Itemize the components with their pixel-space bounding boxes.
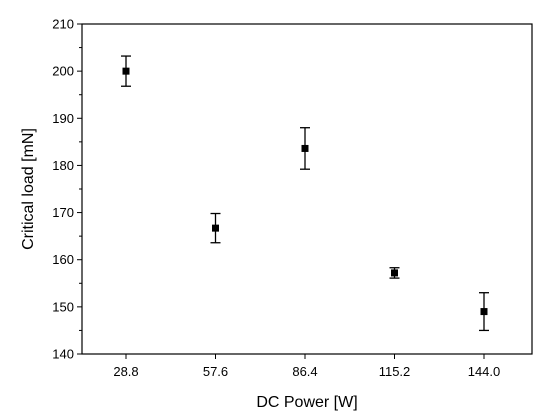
y-tick-label: 190 [52,111,74,126]
data-point [301,144,309,152]
data-point [122,67,130,75]
data-series [121,55,489,332]
data-point [480,308,488,316]
x-tick-label: 28.8 [113,364,138,379]
y-axis-ticks: 140 150 160 170 180 190 200 210 [52,17,82,362]
x-tick-label: 144.0 [468,364,501,379]
x-tick-label: 57.6 [203,364,228,379]
x-axis-title: DC Power [W] [256,394,357,411]
x-axis-ticks: 28.8 57.6 86.4 115.2 144.0 [113,354,500,379]
y-tick-label: 160 [52,252,74,267]
y-tick-label: 180 [52,158,74,173]
y-tick-label: 200 [52,64,74,79]
y-tick-label: 140 [52,347,74,362]
y-axis-title: Critical load [mN] [20,128,37,250]
y-tick-label: 170 [52,205,74,220]
y-tick-label: 150 [52,299,74,314]
axes [81,23,533,355]
x-tick-label: 115.2 [379,364,411,379]
y-tick-label: 210 [52,17,74,32]
data-point [391,269,398,277]
plot-area-frame [81,23,533,355]
data-point [212,224,219,232]
x-tick-label: 86.4 [292,364,317,379]
